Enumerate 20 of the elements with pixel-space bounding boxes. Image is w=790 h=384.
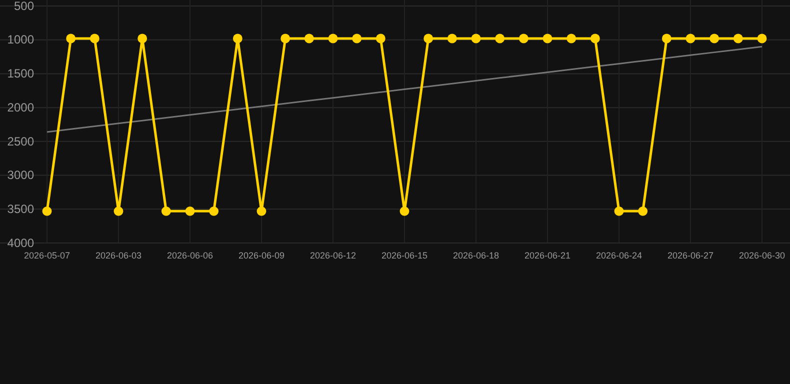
x-tick-label: 2026-06-12 bbox=[310, 250, 356, 260]
x-tick-label: 2026-06-18 bbox=[452, 250, 500, 260]
x-tick-label: 2026-06-09 bbox=[238, 250, 285, 260]
y-tick-label: 3500 bbox=[7, 202, 34, 216]
x-tick-label: 2026-06-30 bbox=[738, 250, 786, 260]
y-tick-label: 500 bbox=[14, 0, 34, 13]
y-tick-label: 1000 bbox=[7, 32, 34, 47]
x-tick-label: 2026-06-15 bbox=[381, 250, 428, 260]
x-tick-label: 2026-06-27 bbox=[667, 250, 714, 260]
x-tick-label: 2026-06-24 bbox=[596, 250, 642, 260]
y-tick-label: 3000 bbox=[7, 168, 34, 182]
y-tick-label: 2500 bbox=[7, 134, 34, 148]
y-tick-label: 4000 bbox=[7, 236, 34, 250]
x-tick-label: 2026-05-07 bbox=[24, 250, 70, 260]
line-series bbox=[46, 46, 763, 133]
y-tick-label: 1500 bbox=[7, 66, 34, 81]
x-tick-label: 2026-06-03 bbox=[95, 250, 142, 260]
x-tick-label: 2026-06-06 bbox=[166, 250, 214, 260]
y-tick-label: 2000 bbox=[7, 100, 34, 114]
x-tick-label: 2026-06-21 bbox=[524, 250, 571, 260]
